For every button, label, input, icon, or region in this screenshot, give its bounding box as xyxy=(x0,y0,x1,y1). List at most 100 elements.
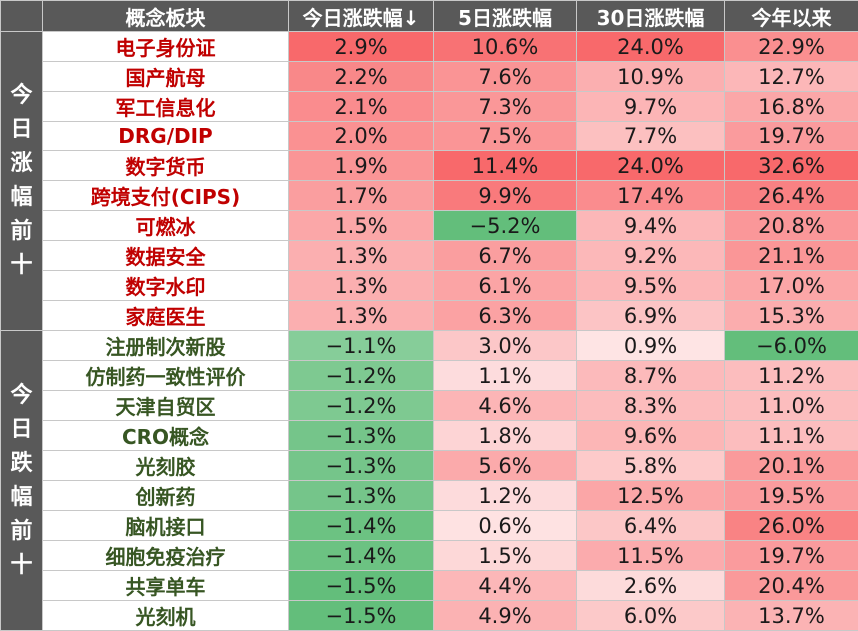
5day-change-cell: 6.3% xyxy=(434,301,577,331)
table-row: 脑机接口−1.4%0.6%6.4%26.0% xyxy=(1,511,858,541)
table-row: CRO概念−1.3%1.8%9.6%11.1% xyxy=(1,421,858,451)
ytd-change-cell: 15.3% xyxy=(725,301,858,331)
group-label-top-gainers: 今日涨幅前十 xyxy=(1,32,43,331)
30day-change-cell: 9.2% xyxy=(577,241,725,271)
sector-name: 可燃冰 xyxy=(43,211,289,241)
5day-change-cell: 4.9% xyxy=(434,601,577,631)
ytd-change-cell: 32.6% xyxy=(725,151,858,181)
5day-change-cell: 1.2% xyxy=(434,481,577,511)
today-change-cell: 2.0% xyxy=(289,122,434,151)
30day-change-cell: 11.5% xyxy=(577,541,725,571)
sector-name: 光刻胶 xyxy=(43,451,289,481)
30day-change-cell: 5.8% xyxy=(577,451,725,481)
header-today-change: 今日涨跌幅↓ xyxy=(289,1,434,32)
30day-change-cell: 8.7% xyxy=(577,361,725,391)
sector-name: 光刻机 xyxy=(43,601,289,631)
table-row: 今日跌幅前十注册制次新股−1.1%3.0%0.9%−6.0% xyxy=(1,331,858,361)
ytd-change-cell: 21.1% xyxy=(725,241,858,271)
today-change-cell: −1.1% xyxy=(289,331,434,361)
sector-name: 数据安全 xyxy=(43,241,289,271)
sector-name: 共享单车 xyxy=(43,571,289,601)
5day-change-cell: 6.1% xyxy=(434,271,577,301)
today-change-cell: −1.4% xyxy=(289,541,434,571)
table-row: 创新药−1.3%1.2%12.5%19.5% xyxy=(1,481,858,511)
5day-change-cell: 11.4% xyxy=(434,151,577,181)
30day-change-cell: 9.7% xyxy=(577,92,725,122)
5day-change-cell: −5.2% xyxy=(434,211,577,241)
sector-name: 数字货币 xyxy=(43,151,289,181)
5day-change-cell: 1.1% xyxy=(434,361,577,391)
sector-name: 国产航母 xyxy=(43,62,289,92)
header-corner xyxy=(1,1,43,32)
30day-change-cell: 0.9% xyxy=(577,331,725,361)
header-30day-change: 30日涨跌幅 xyxy=(577,1,725,32)
sector-name: 电子身份证 xyxy=(43,32,289,62)
ytd-change-cell: 20.1% xyxy=(725,451,858,481)
sector-name: 数字水印 xyxy=(43,271,289,301)
30day-change-cell: 9.6% xyxy=(577,421,725,451)
5day-change-cell: 7.3% xyxy=(434,92,577,122)
sector-name: 注册制次新股 xyxy=(43,331,289,361)
today-change-cell: 1.3% xyxy=(289,301,434,331)
sector-name: 天津自贸区 xyxy=(43,391,289,421)
today-change-cell: 1.7% xyxy=(289,181,434,211)
today-change-cell: 2.2% xyxy=(289,62,434,92)
5day-change-cell: 10.6% xyxy=(434,32,577,62)
sector-name: 家庭医生 xyxy=(43,301,289,331)
ytd-change-cell: 16.8% xyxy=(725,92,858,122)
table-row: 天津自贸区−1.2%4.6%8.3%11.0% xyxy=(1,391,858,421)
30day-change-cell: 12.5% xyxy=(577,481,725,511)
sector-name: 脑机接口 xyxy=(43,511,289,541)
sector-name: 军工信息化 xyxy=(43,92,289,122)
sector-name: 仿制药一致性评价 xyxy=(43,361,289,391)
sector-name: 细胞免疫治疗 xyxy=(43,541,289,571)
sector-name: CRO概念 xyxy=(43,421,289,451)
today-change-cell: −1.3% xyxy=(289,421,434,451)
today-change-cell: −1.2% xyxy=(289,391,434,421)
sector-name: DRG/DIP xyxy=(43,122,289,151)
today-change-cell: −1.3% xyxy=(289,481,434,511)
sector-name: 跨境支付(CIPS) xyxy=(43,181,289,211)
today-change-cell: −1.2% xyxy=(289,361,434,391)
ytd-change-cell: 19.7% xyxy=(725,541,858,571)
ytd-change-cell: 12.7% xyxy=(725,62,858,92)
today-change-cell: 1.5% xyxy=(289,211,434,241)
table-row: 细胞免疫治疗−1.4%1.5%11.5%19.7% xyxy=(1,541,858,571)
ytd-change-cell: 11.0% xyxy=(725,391,858,421)
5day-change-cell: 1.8% xyxy=(434,421,577,451)
30day-change-cell: 2.6% xyxy=(577,571,725,601)
30day-change-cell: 8.3% xyxy=(577,391,725,421)
ytd-change-cell: 19.7% xyxy=(725,122,858,151)
ytd-change-cell: 26.4% xyxy=(725,181,858,211)
5day-change-cell: 9.9% xyxy=(434,181,577,211)
group-label-top-losers: 今日跌幅前十 xyxy=(1,331,43,631)
table-row: 光刻机−1.5%4.9%6.0%13.7% xyxy=(1,601,858,631)
table-row: 光刻胶−1.3%5.6%5.8%20.1% xyxy=(1,451,858,481)
header-sector: 概念板块 xyxy=(43,1,289,32)
ytd-change-cell: −6.0% xyxy=(725,331,858,361)
ytd-change-cell: 11.2% xyxy=(725,361,858,391)
30day-change-cell: 9.4% xyxy=(577,211,725,241)
ytd-change-cell: 22.9% xyxy=(725,32,858,62)
header-5day-change: 5日涨跌幅 xyxy=(434,1,577,32)
30day-change-cell: 24.0% xyxy=(577,151,725,181)
5day-change-cell: 4.4% xyxy=(434,571,577,601)
today-change-cell: 1.3% xyxy=(289,241,434,271)
5day-change-cell: 0.6% xyxy=(434,511,577,541)
5day-change-cell: 7.6% xyxy=(434,62,577,92)
table-header: 概念板块 今日涨跌幅↓ 5日涨跌幅 30日涨跌幅 今年以来 xyxy=(1,1,858,32)
30day-change-cell: 9.5% xyxy=(577,271,725,301)
today-change-cell: −1.5% xyxy=(289,601,434,631)
30day-change-cell: 6.9% xyxy=(577,301,725,331)
header-ytd-change: 今年以来 xyxy=(725,1,858,32)
today-change-cell: −1.3% xyxy=(289,451,434,481)
table-row: 共享单车−1.5%4.4%2.6%20.4% xyxy=(1,571,858,601)
30day-change-cell: 6.4% xyxy=(577,511,725,541)
